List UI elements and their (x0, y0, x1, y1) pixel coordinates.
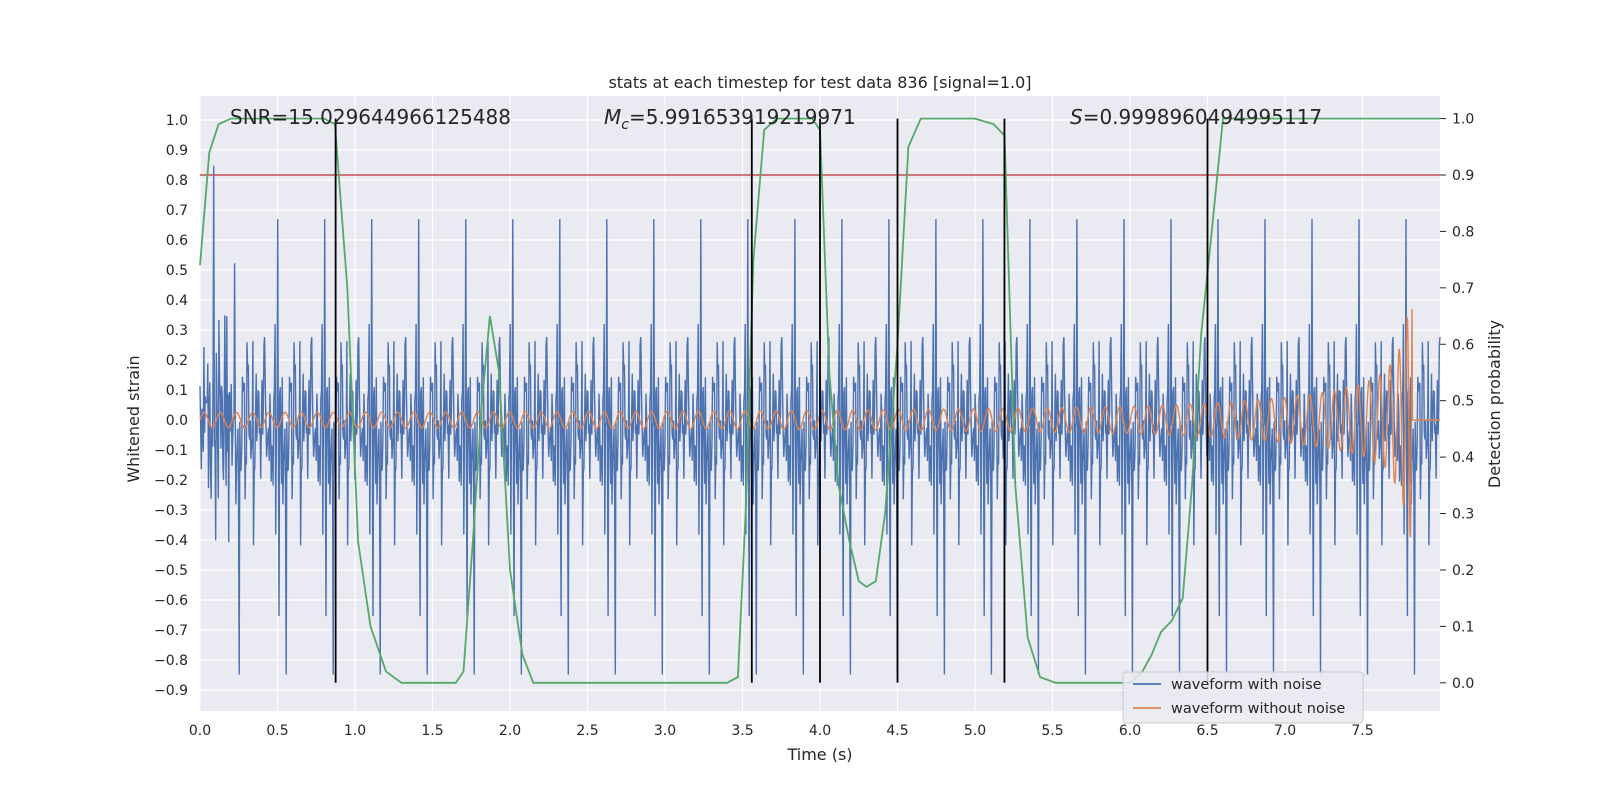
y-tick-label: 0.0 (166, 413, 188, 429)
x-tick-label: 4.0 (809, 723, 831, 739)
y2-tick-label: 0.8 (1452, 224, 1474, 240)
y2-tick-label: 0.2 (1452, 563, 1474, 579)
snr-annotation: SNR=15.029644966125488 (230, 105, 511, 129)
x-axis-label: Time (s) (786, 745, 852, 764)
y2-tick-label: 0.6 (1452, 337, 1474, 353)
score-symbol: S (1070, 105, 1083, 129)
x-tick-label: 2.0 (499, 723, 521, 739)
chirp-mass-symbol: M (604, 105, 621, 129)
chirp-mass-annotation: Mc=5.991653919219971 (604, 105, 856, 133)
y-tick-label: −0.4 (154, 533, 188, 549)
y-tick-label: −0.7 (154, 623, 188, 639)
y-tick-label: 0.6 (166, 233, 188, 249)
x-tick-label: 7.0 (1274, 723, 1296, 739)
y2-axis-label: Detection probability (1485, 320, 1504, 488)
x-tick-label: 0.0 (189, 723, 211, 739)
score-value: =0.9998960494995117 (1083, 105, 1322, 129)
y-tick-label: −0.2 (154, 473, 188, 489)
y2-tick-label: 0.0 (1452, 676, 1474, 692)
y2-tick-label: 0.7 (1452, 281, 1474, 297)
chirp-mass-subscript: c (621, 117, 629, 133)
y2-tick-label: 0.1 (1452, 619, 1474, 635)
y-tick-label: −0.8 (154, 653, 188, 669)
detection-probability-line (199, 117, 1440, 684)
x-tick-label: 6.5 (1196, 723, 1218, 739)
x-tick-label: 4.5 (886, 723, 908, 739)
y-tick-label: 0.7 (166, 203, 188, 219)
x-tick-label: 5.0 (964, 723, 986, 739)
series-layer (199, 117, 1441, 684)
y-tick-label: 0.2 (166, 353, 188, 369)
legend: waveform with noise waveform without noi… (1122, 671, 1364, 724)
y-tick-label: −0.6 (154, 593, 188, 609)
y-tick-label: 0.4 (166, 293, 188, 309)
y2-tick-label: 0.3 (1452, 507, 1474, 523)
y-axis-label: Whitened strain (124, 355, 143, 482)
chart-title: stats at each timestep for test data 836… (608, 73, 1031, 92)
tick-labels: 0.0 0.5 1.0 1.5 2.0 2.5 3.0 3.5 4.0 4.5 5.0 5.5 6.0 6… (154, 112, 1474, 739)
y-tick-label: 0.9 (166, 143, 188, 159)
x-tick-label: 1.5 (421, 723, 443, 739)
y-tick-label: 0.1 (166, 383, 188, 399)
legend-label-clean: waveform without noise (1171, 701, 1345, 717)
chirp-mass-value: =5.991653919219971 (629, 105, 856, 129)
y-tick-label: −0.9 (154, 683, 188, 699)
x-tick-label: 3.0 (654, 723, 676, 739)
y2-tick-label: 1.0 (1452, 112, 1474, 128)
x-tick-label: 6.0 (1119, 723, 1141, 739)
y-tick-label: 0.3 (166, 323, 188, 339)
legend-box (1122, 671, 1364, 724)
x-tick-label: 5.5 (1041, 723, 1063, 739)
y-tick-label: 0.8 (166, 173, 188, 189)
x-tick-label: 3.5 (731, 723, 753, 739)
y-tick-label: 1.0 (166, 113, 188, 129)
y-tick-label: 0.5 (166, 263, 188, 279)
y-tick-label: −0.3 (154, 503, 188, 519)
score-annotation: S=0.9998960494995117 (1070, 105, 1322, 129)
y2-tick-label: 0.4 (1452, 450, 1474, 466)
y-tick-label: −0.5 (154, 563, 188, 579)
y2-tick-label: 0.5 (1452, 394, 1474, 410)
x-tick-label: 0.5 (266, 723, 288, 739)
y-tick-label: −0.1 (154, 443, 188, 459)
x-tick-label: 7.5 (1351, 723, 1373, 739)
x-tick-label: 1.0 (344, 723, 366, 739)
y2-tick-label: 0.9 (1452, 168, 1474, 184)
x-tick-label: 2.5 (576, 723, 598, 739)
legend-label-noise: waveform with noise (1171, 677, 1322, 693)
